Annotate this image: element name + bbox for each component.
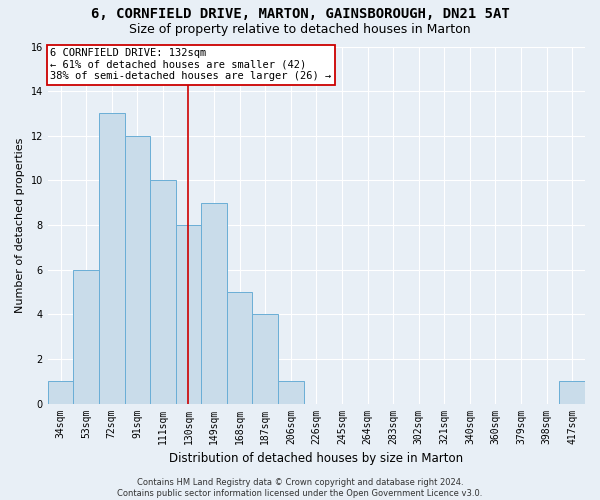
Bar — [253, 314, 278, 404]
Bar — [278, 381, 304, 404]
Bar — [201, 202, 227, 404]
Bar — [125, 136, 150, 404]
Text: Contains HM Land Registry data © Crown copyright and database right 2024.
Contai: Contains HM Land Registry data © Crown c… — [118, 478, 482, 498]
Bar — [227, 292, 253, 404]
Text: Size of property relative to detached houses in Marton: Size of property relative to detached ho… — [129, 22, 471, 36]
Bar — [73, 270, 99, 404]
Bar — [559, 381, 585, 404]
Y-axis label: Number of detached properties: Number of detached properties — [15, 138, 25, 312]
Bar — [176, 225, 201, 404]
Bar — [48, 381, 73, 404]
Text: 6, CORNFIELD DRIVE, MARTON, GAINSBOROUGH, DN21 5AT: 6, CORNFIELD DRIVE, MARTON, GAINSBOROUGH… — [91, 8, 509, 22]
Text: 6 CORNFIELD DRIVE: 132sqm
← 61% of detached houses are smaller (42)
38% of semi-: 6 CORNFIELD DRIVE: 132sqm ← 61% of detac… — [50, 48, 332, 82]
X-axis label: Distribution of detached houses by size in Marton: Distribution of detached houses by size … — [169, 452, 463, 465]
Bar — [150, 180, 176, 404]
Bar — [99, 114, 125, 404]
